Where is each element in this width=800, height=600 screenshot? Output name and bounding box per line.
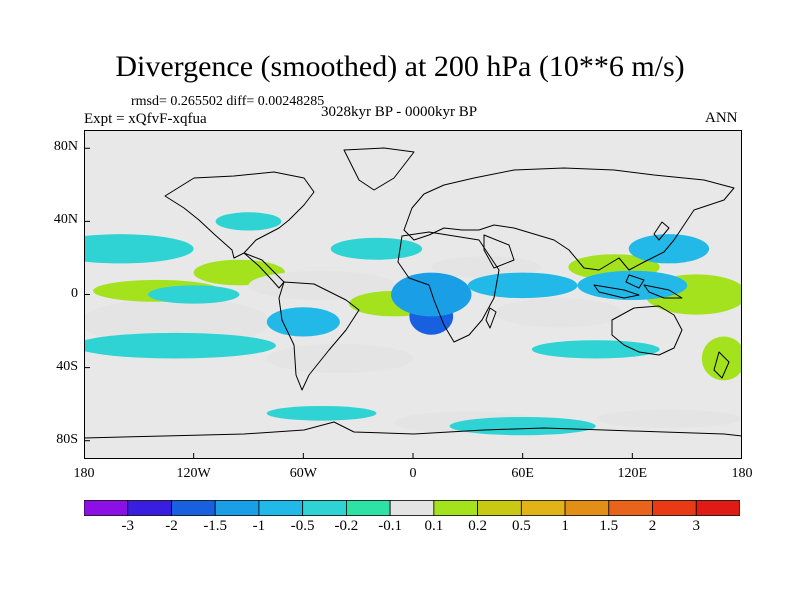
field-blob [595, 409, 742, 428]
field-blob [701, 336, 742, 381]
colorbar-label: -0.5 [290, 518, 315, 534]
colorbar-label: 2 [648, 518, 657, 534]
period-label: 3028kyr BP - 0000kyr BP [321, 104, 478, 120]
colorbar-label: 0.1 [424, 518, 444, 534]
field-blob [266, 343, 413, 374]
colorbar-label: -1 [252, 518, 266, 534]
divergence-field-layer [84, 212, 742, 436]
experiment-label: Expt = xQfvF-xqfua [84, 111, 207, 127]
field-blob [431, 256, 541, 279]
colorbar-label: 0.2 [468, 518, 487, 534]
colorbar-label: -3 [121, 518, 134, 534]
field-blob [266, 307, 340, 337]
colorbar-label: -0.1 [378, 518, 402, 534]
colorbar-label: 1 [561, 518, 569, 534]
season-label: ANN [705, 110, 738, 126]
lon-label: 120E [617, 466, 648, 481]
field-blob [215, 212, 282, 231]
field-blob [449, 416, 596, 436]
field-blob [391, 272, 472, 317]
field-blob [248, 270, 395, 300]
colorbar-swatch [477, 500, 522, 516]
colorbar-swatch [214, 500, 260, 516]
colorbar-swatch [84, 500, 129, 516]
lon-label: 60W [289, 466, 317, 481]
colorbar-label: -1.5 [203, 518, 228, 534]
field-blob [628, 234, 710, 264]
colorbar-swatch [258, 500, 304, 516]
lon-label: 180 [731, 466, 753, 481]
field-blob [84, 234, 194, 264]
colorbar [84, 500, 740, 516]
colorbar-label: 0.5 [511, 518, 531, 534]
field-blob [84, 298, 271, 346]
colorbar-swatch [302, 500, 347, 516]
field-blob [531, 340, 660, 359]
field-blob [84, 332, 276, 359]
colorbar-label: 1.5 [599, 518, 619, 534]
field-blob [330, 237, 423, 260]
colorbar-label: -0.2 [334, 518, 359, 534]
lon-label: 120W [176, 466, 211, 481]
coastlines [84, 147, 742, 439]
colorbar-swatch [389, 500, 435, 516]
axis-ticks [84, 147, 742, 459]
colorbar-swatch [652, 500, 697, 516]
colorbar-swatch [433, 500, 479, 516]
colorbar-swatch [564, 500, 610, 516]
stats-text: rmsd= 0.265502 diff= 0.00248285 [131, 94, 325, 109]
colorbar-label: 3 [692, 518, 701, 534]
field-blob [467, 272, 578, 299]
lat-label: 40N [53, 212, 78, 228]
colorbar-swatch [608, 500, 653, 516]
colorbar-swatch [345, 500, 391, 516]
lon-label: 180 [73, 466, 95, 481]
divergence-map [84, 130, 742, 459]
field-blob [147, 285, 240, 304]
lon-label: 0 [409, 466, 417, 481]
lat-label: 0 [71, 285, 78, 301]
colorbar-swatch [171, 500, 216, 516]
colorbar-swatch [127, 500, 172, 516]
colorbar-swatch [520, 500, 566, 516]
colorbar-label: -2 [165, 518, 178, 534]
lat-label: 80S [56, 431, 78, 447]
lon-label: 60E [511, 466, 534, 481]
lat-label: 80N [53, 139, 78, 155]
field-blob [266, 405, 377, 421]
colorbar-swatch [695, 500, 740, 516]
plot-title: Divergence (smoothed) at 200 hPa (10**6 … [115, 50, 685, 83]
lat-label: 40S [56, 358, 78, 374]
field-blob [495, 298, 624, 328]
